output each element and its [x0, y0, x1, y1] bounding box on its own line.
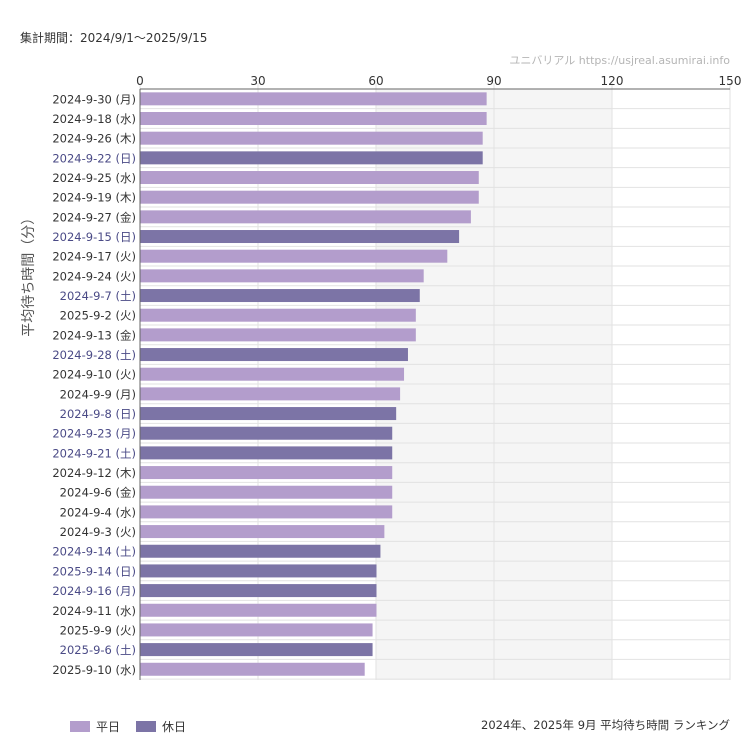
category-label: 2024-9-21 (土) — [52, 446, 136, 460]
bar — [140, 544, 381, 558]
bar — [140, 367, 405, 381]
bar — [140, 131, 483, 145]
bar — [140, 426, 393, 440]
category-label: 2024-9-3 (火) — [60, 525, 136, 539]
category-label: 2025-9-10 (水) — [52, 663, 136, 677]
source-credit: ユニバリアル https://usjreal.asumirai.info — [509, 54, 730, 67]
bar — [140, 171, 479, 185]
category-label: 2024-9-19 (木) — [52, 191, 136, 205]
category-label: 2024-9-10 (火) — [52, 368, 136, 382]
legend-swatch-holiday — [136, 721, 157, 732]
category-label: 2024-9-7 (土) — [60, 289, 136, 303]
category-label: 2024-9-22 (日) — [52, 151, 136, 165]
category-label: 2025-9-14 (日) — [52, 564, 136, 578]
chart-legend: 平日 休日 — [70, 718, 194, 735]
x-tick-label: 0 — [136, 74, 144, 88]
category-label: 2024-9-23 (月) — [52, 427, 136, 441]
legend-label-weekday: 平日 — [96, 720, 121, 734]
category-label: 2024-9-14 (土) — [52, 545, 136, 559]
category-label: 2024-9-11 (水) — [52, 604, 136, 618]
bar — [140, 505, 393, 519]
bar — [140, 249, 448, 263]
bar — [140, 387, 401, 401]
category-label: 2025-9-2 (火) — [60, 309, 136, 323]
legend-item-holiday: 休日 — [136, 718, 186, 735]
bar — [140, 643, 373, 657]
bar — [140, 662, 365, 676]
category-label: 2024-9-17 (火) — [52, 250, 136, 264]
category-label: 2024-9-27 (金) — [52, 210, 136, 224]
x-tick-label: 120 — [601, 74, 624, 88]
bar — [140, 525, 385, 539]
bar — [140, 190, 479, 204]
bar — [140, 289, 420, 303]
bar — [140, 446, 393, 460]
legend-swatch-weekday — [70, 721, 90, 732]
category-label: 2024-9-12 (木) — [52, 466, 136, 480]
x-tick-label: 60 — [368, 74, 383, 88]
category-label: 2024-9-24 (火) — [52, 269, 136, 283]
category-label: 2024-9-6 (金) — [60, 486, 136, 500]
chart-title: 2024年、2025年 9月 平均待ち時間 ランキング — [481, 718, 730, 732]
category-label: 2024-9-16 (月) — [52, 584, 136, 598]
category-label: 2024-9-18 (水) — [52, 112, 136, 126]
x-tick-label: 90 — [486, 74, 501, 88]
bar — [140, 466, 393, 480]
bar — [140, 623, 373, 637]
aggregation-period: 集計期間：2024/9/1〜2025/9/15 — [20, 31, 208, 45]
category-label: 2024-9-13 (金) — [52, 328, 136, 342]
category-label: 2024-9-9 (月) — [60, 387, 136, 401]
bar — [140, 92, 487, 106]
x-tick-label: 150 — [719, 74, 742, 88]
category-label: 2024-9-28 (土) — [52, 348, 136, 362]
category-label: 2024-9-4 (水) — [60, 505, 136, 519]
category-label: 2024-9-25 (水) — [52, 171, 136, 185]
bar — [140, 584, 377, 598]
bar — [140, 151, 483, 165]
category-label: 2025-9-9 (火) — [60, 623, 136, 637]
bar — [140, 210, 471, 224]
category-label: 2024-9-8 (日) — [60, 407, 136, 421]
bar — [140, 308, 416, 322]
legend-label-holiday: 休日 — [162, 720, 187, 734]
category-label: 2024-9-30 (月) — [52, 92, 136, 106]
x-tick-label: 30 — [250, 74, 265, 88]
bar — [140, 328, 416, 342]
legend-item-weekday: 平日 — [70, 718, 120, 735]
bar — [140, 348, 408, 362]
bar — [140, 230, 460, 244]
category-label: 2024-9-26 (木) — [52, 132, 136, 146]
bar — [140, 485, 393, 499]
bar — [140, 407, 397, 421]
category-label: 2025-9-6 (土) — [60, 643, 136, 657]
category-label: 2024-9-15 (日) — [52, 230, 136, 244]
y-axis-title: 平均待ち時間（分） — [21, 211, 37, 337]
bar — [140, 112, 487, 126]
bar — [140, 564, 377, 578]
bar — [140, 603, 377, 617]
bar — [140, 269, 424, 283]
